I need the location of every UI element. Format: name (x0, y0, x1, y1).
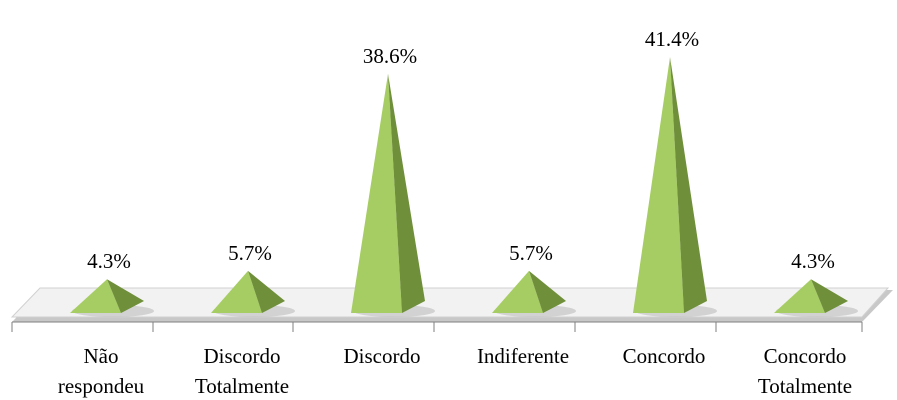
chart-bars (70, 57, 858, 317)
category-label: respondeu (58, 374, 145, 398)
category-label: Indiferente (477, 344, 569, 368)
category-label: Concordo (623, 344, 706, 368)
category-label: Totalmente (195, 374, 289, 398)
category-label: Não (84, 344, 119, 368)
category-labels: Não respondeu Discordo Totalmente Discordo In… (58, 344, 852, 398)
data-label: 5.7% (228, 241, 272, 265)
data-labels: 4.3% 5.7% 38.6% 5.7% 41.4% 4.3% (87, 27, 835, 273)
bar-face-dark (670, 57, 707, 313)
pyramid-bar (351, 73, 435, 317)
pyramid-bar (211, 270, 295, 317)
data-label: 5.7% (509, 241, 553, 265)
bar-face-light (492, 270, 543, 313)
data-label: 4.3% (87, 249, 131, 273)
bar-face-dark (529, 270, 566, 313)
data-label: 38.6% (363, 44, 417, 68)
pyramid-bar (492, 270, 576, 317)
bar-face-dark (388, 73, 425, 313)
bar-face-light (351, 73, 402, 313)
pyramid-bar (70, 279, 154, 317)
data-label: 4.3% (791, 249, 835, 273)
category-label: Concordo (764, 344, 847, 368)
pyramid-bar (633, 57, 717, 317)
category-label: Discordo (344, 344, 421, 368)
bar-face-light (774, 279, 825, 313)
bar-face-light (211, 270, 262, 313)
data-label: 41.4% (645, 27, 699, 51)
category-label: Totalmente (758, 374, 852, 398)
category-label: Discordo (204, 344, 281, 368)
bar-face-light (70, 279, 121, 313)
bar-face-light (633, 57, 684, 313)
bar-face-dark (248, 270, 285, 313)
bar-face-dark (811, 279, 848, 313)
pyramid-bar (774, 279, 858, 317)
bar-face-dark (107, 279, 144, 313)
